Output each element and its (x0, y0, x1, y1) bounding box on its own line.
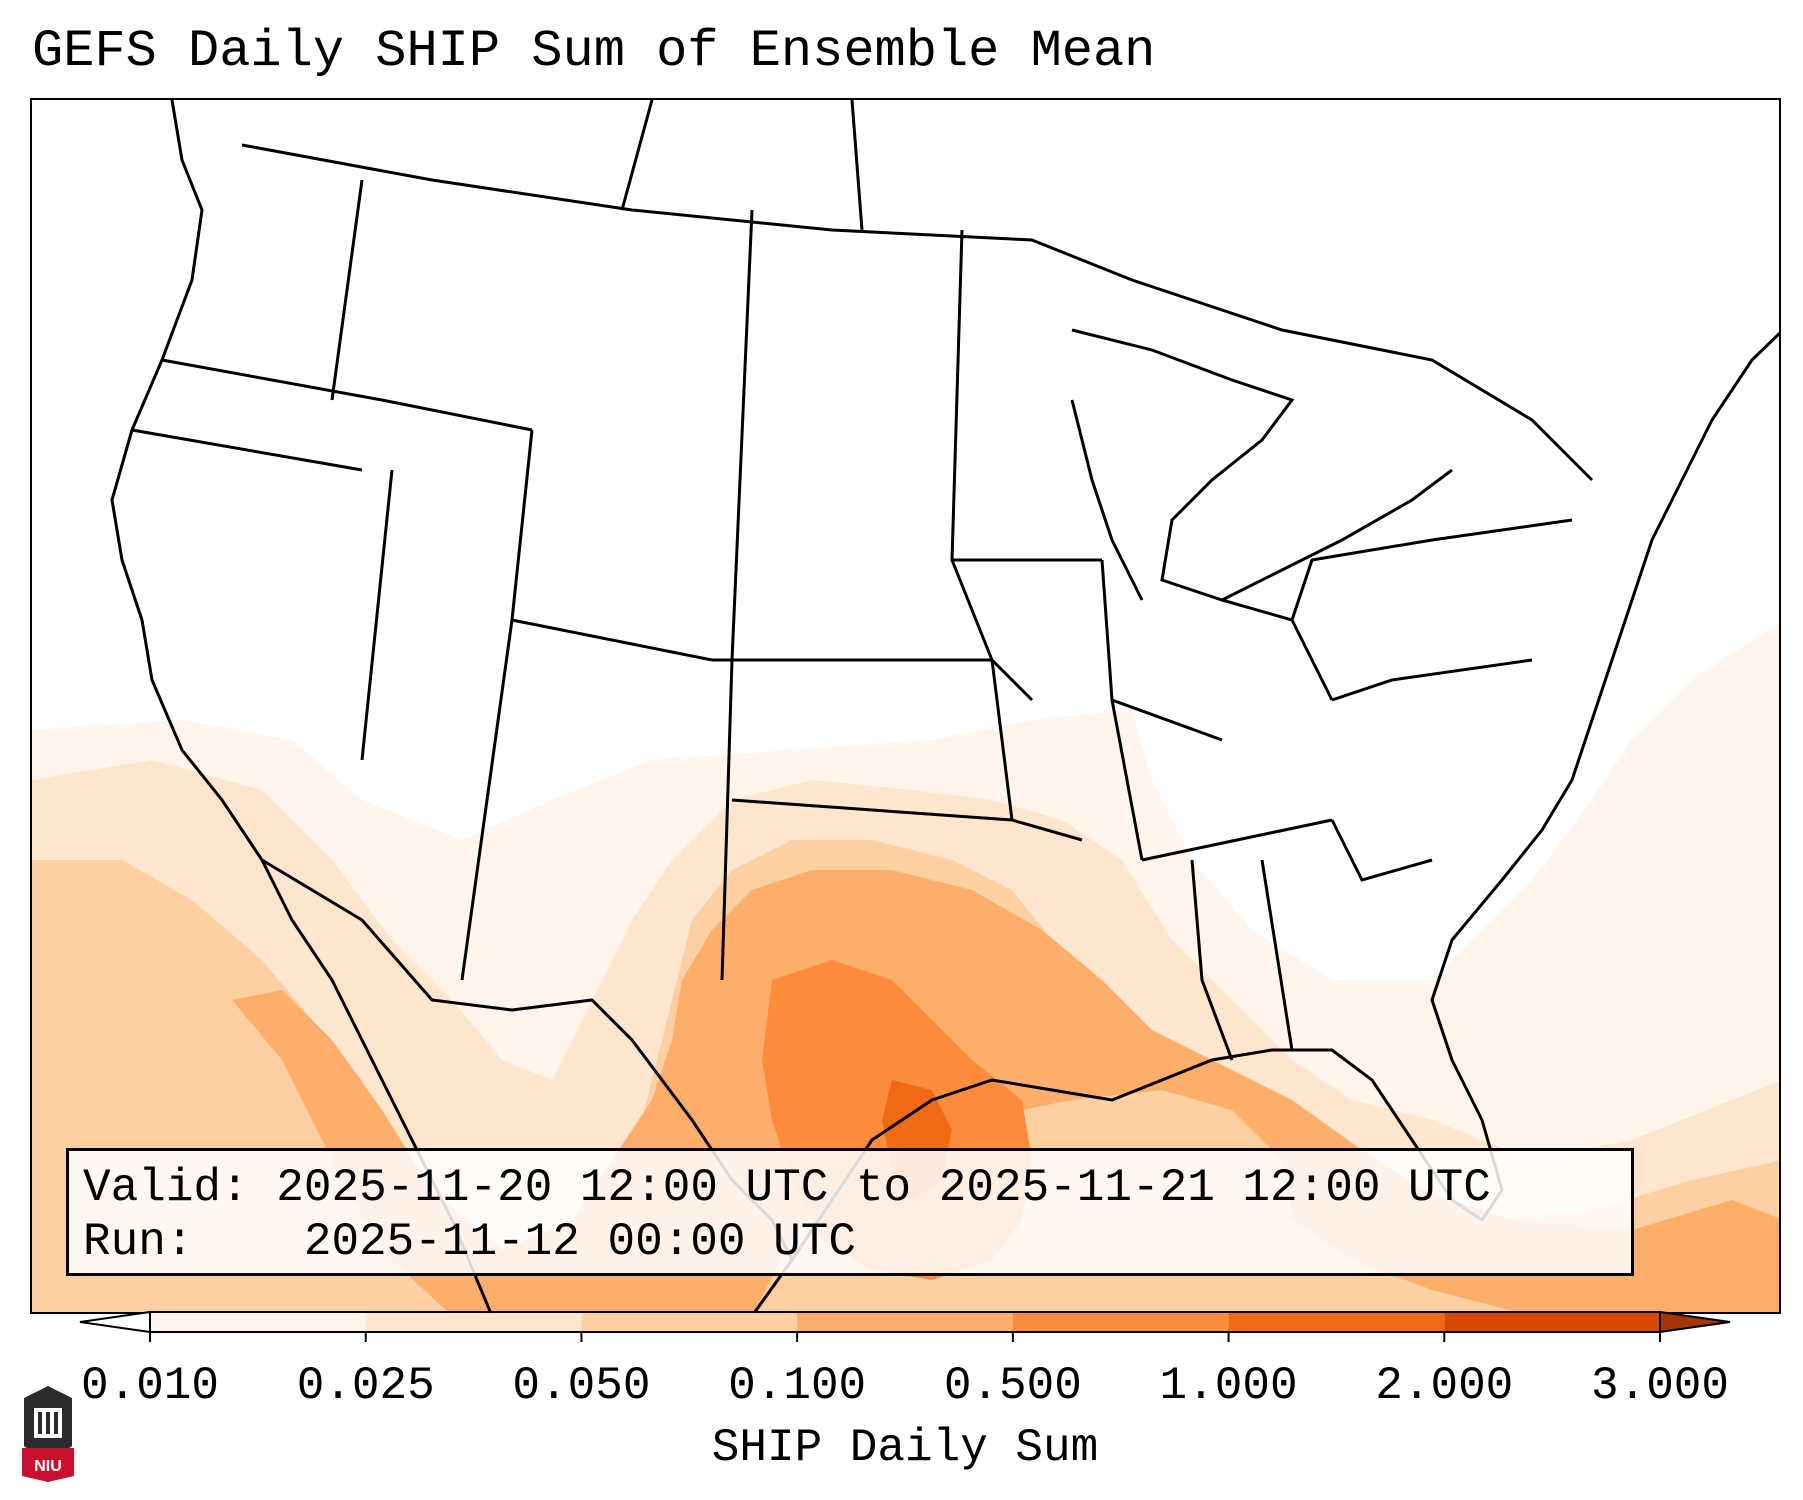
colorbar-extend-max (1659, 1310, 1731, 1334)
colorbar-segment (581, 1312, 798, 1332)
colorbar-tick-label: 2.000 (1375, 1360, 1514, 1412)
border-canada (241, 143, 1594, 482)
great-lakes (1070, 328, 1453, 602)
colorbar-tick-label: 0.500 (943, 1360, 1082, 1412)
logo-text: NIU (34, 1458, 62, 1475)
map-title: GEFS Daily SHIP Sum of Ensemble Mean (32, 22, 1156, 81)
states-lines (131, 100, 1573, 1061)
colorbar-segment (365, 1312, 582, 1332)
colorbar (79, 1310, 1731, 1342)
colorbar-tick-label: 3.000 (1590, 1360, 1730, 1412)
colorbar-extend-min (79, 1310, 151, 1334)
colorbar-tick-label: 0.025 (296, 1360, 435, 1412)
run-value: 2025-11-12 00:00 UTC (303, 1216, 856, 1268)
valid-value: 2025-11-20 12:00 UTC to 2025-11-21 12:00… (276, 1162, 1491, 1214)
colorbar-outline (149, 1311, 1661, 1333)
colorbar-tick-label: 0.100 (728, 1360, 867, 1412)
valid-label: Valid: (83, 1162, 249, 1214)
colorbar-tick-label: 1.000 (1159, 1360, 1298, 1412)
colorbar-segment (797, 1312, 1013, 1332)
coastline-west (110, 100, 492, 1312)
colorbar-segment (1228, 1312, 1445, 1332)
colorbar-tick-label: 0.010 (80, 1360, 220, 1412)
colorbar-segment (1012, 1312, 1229, 1332)
colorbar-segment (150, 1312, 366, 1332)
map-panel (30, 98, 1781, 1314)
ship-map (32, 100, 1779, 1312)
colorbar-tick-label: 0.050 (512, 1360, 651, 1412)
niu-logo: NIU (22, 1386, 74, 1482)
colorbar-label: SHIP Daily Sum (711, 1422, 1099, 1474)
colorbar-segment (1444, 1312, 1660, 1332)
info-box: Valid: 2025-11-20 12:00 UTC to 2025-11-2… (66, 1148, 1634, 1276)
run-label: Run: (83, 1216, 194, 1268)
